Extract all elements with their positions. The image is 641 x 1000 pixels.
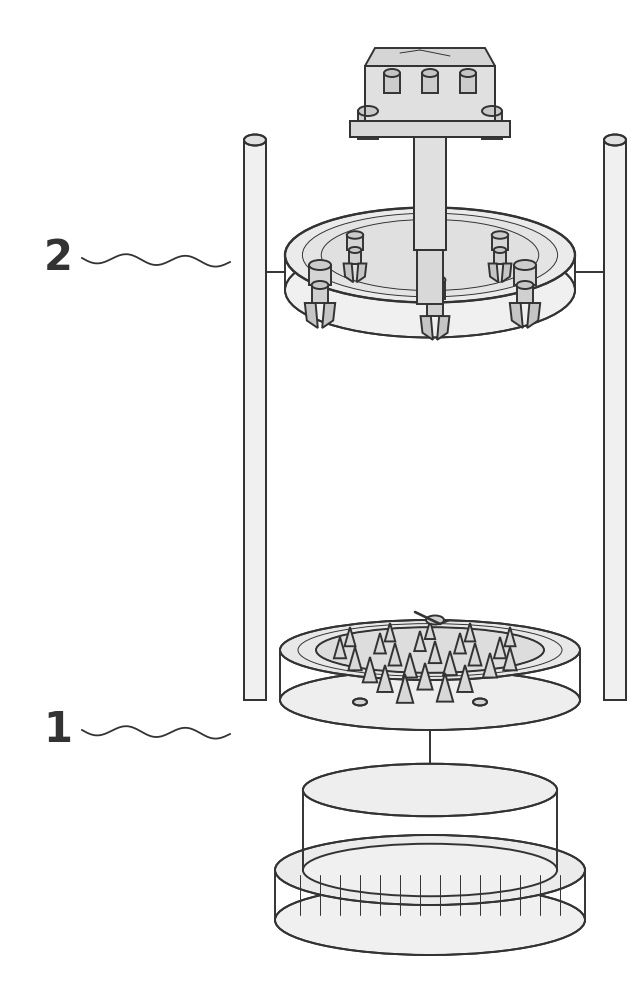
Text: 1: 1 [44,709,72,751]
Ellipse shape [316,627,544,673]
Polygon shape [374,633,386,653]
Polygon shape [504,627,515,646]
Ellipse shape [422,69,438,77]
Bar [350,121,510,137]
Ellipse shape [275,885,585,955]
Ellipse shape [353,698,367,706]
Ellipse shape [482,106,502,116]
Ellipse shape [280,620,580,680]
Polygon shape [494,637,506,658]
Polygon shape [417,663,433,690]
Bar [347,235,363,250]
Ellipse shape [312,281,328,289]
Bar [460,73,476,93]
Bar [414,137,446,250]
Ellipse shape [303,844,557,896]
Bar [604,140,626,700]
Bar [414,137,446,250]
Ellipse shape [321,219,538,291]
Ellipse shape [285,208,575,302]
Polygon shape [469,643,481,666]
Polygon shape [322,303,335,328]
Ellipse shape [460,69,476,77]
Ellipse shape [275,835,585,905]
Bar [309,265,331,285]
Polygon shape [429,641,441,663]
Polygon shape [502,263,512,282]
Polygon shape [443,651,457,675]
Ellipse shape [244,134,266,145]
Polygon shape [397,674,413,703]
Polygon shape [454,633,466,653]
Polygon shape [403,653,417,678]
Polygon shape [334,637,346,658]
Polygon shape [420,316,433,340]
Text: 2: 2 [44,237,72,279]
Ellipse shape [604,134,626,145]
Bar [494,250,506,263]
Bar [358,111,378,139]
Polygon shape [363,657,378,682]
Ellipse shape [384,69,400,77]
Polygon shape [365,48,495,66]
Polygon shape [457,665,472,692]
Ellipse shape [427,295,443,303]
Ellipse shape [492,231,508,239]
Bar [514,265,536,285]
Ellipse shape [349,247,362,253]
Polygon shape [465,623,475,641]
Bar [350,121,510,137]
Ellipse shape [424,275,445,285]
Polygon shape [378,665,393,692]
Bar [349,250,362,263]
Polygon shape [356,263,367,282]
Ellipse shape [303,764,557,816]
Polygon shape [437,316,449,340]
Ellipse shape [417,217,443,227]
Ellipse shape [309,260,331,270]
Bar [365,66,495,121]
Bar [604,140,626,700]
Bar [417,222,443,304]
Ellipse shape [517,281,533,289]
Bar [384,73,400,93]
Bar [427,299,443,316]
Bar [492,235,508,250]
Polygon shape [510,303,523,328]
Bar [517,285,533,303]
Polygon shape [388,643,401,666]
Ellipse shape [494,247,506,253]
Ellipse shape [280,670,580,730]
Polygon shape [344,263,353,282]
Bar [244,140,266,700]
Bar [482,111,502,139]
Ellipse shape [514,260,536,270]
Polygon shape [527,303,540,328]
Bar [422,73,438,93]
Bar [312,285,328,303]
Polygon shape [437,673,453,702]
Polygon shape [425,621,435,639]
Ellipse shape [303,213,558,297]
Polygon shape [503,647,517,670]
Bar [424,280,445,299]
Polygon shape [488,263,498,282]
Polygon shape [348,647,362,670]
Ellipse shape [347,231,363,239]
Ellipse shape [358,106,378,116]
Bar [244,140,266,700]
Polygon shape [344,627,356,646]
Ellipse shape [473,698,487,706]
Bar [365,66,495,121]
Polygon shape [483,653,497,678]
Ellipse shape [285,242,575,338]
Ellipse shape [426,615,444,624]
Polygon shape [305,303,318,328]
Polygon shape [414,631,426,651]
Polygon shape [385,623,395,641]
